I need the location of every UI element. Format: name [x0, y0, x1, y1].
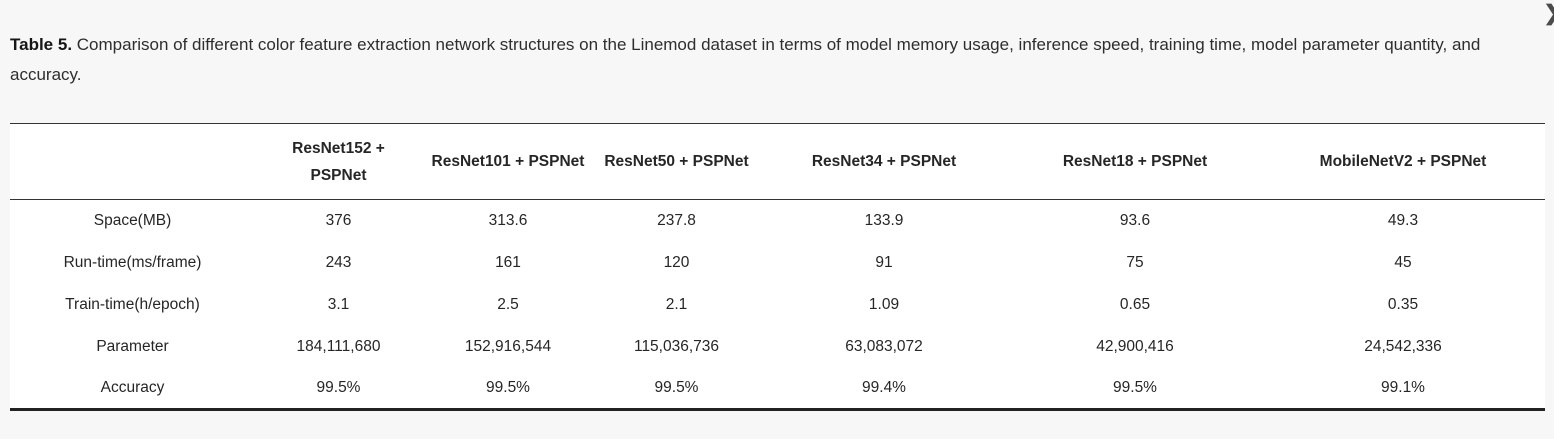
- table-cell: 0.35: [1387, 295, 1419, 313]
- table-cell: 49.3: [1387, 211, 1419, 229]
- table-cell: 313.6: [488, 211, 528, 229]
- table-caption-label: Table 5.: [10, 35, 73, 54]
- row-label: Parameter: [96, 337, 169, 355]
- table-cell: 99.5%: [486, 378, 530, 396]
- column-header-mobilenetv2: MobileNetV2 + PSPNet: [1261, 123, 1545, 200]
- table-cell: 93.6: [1119, 211, 1151, 229]
- table-cell: 91: [875, 253, 893, 271]
- column-header-resnet34: ResNet34 + PSPNet: [759, 123, 1009, 200]
- table-cell: 63,083,072: [845, 337, 923, 355]
- table-cell: 99.4%: [862, 378, 906, 396]
- table-cell: 120: [663, 253, 690, 271]
- table-cell: 99.5%: [654, 378, 699, 396]
- row-label: Space(MB): [93, 211, 172, 229]
- table-cell: 152,916,544: [464, 337, 552, 355]
- table-row-runtime: Run-time(ms/frame) 243 161 120 91 75 45: [10, 242, 1545, 284]
- table-row-traintime: Train-time(h/epoch) 3.1 2.5 2.1 1.09 0.6…: [10, 284, 1545, 326]
- row-label: Train-time(h/epoch): [65, 295, 200, 313]
- column-header-resnet18: ResNet18 + PSPNet: [1009, 123, 1261, 200]
- column-header-blank: [10, 123, 255, 200]
- row-label: Run-time(ms/frame): [63, 253, 202, 271]
- table-cell: 237.8: [657, 211, 696, 229]
- row-label: Accuracy: [100, 378, 165, 396]
- table-cell: 1.09: [868, 295, 900, 313]
- table-header-row: ResNet152 + PSPNet ResNet101 + PSPNet Re…: [10, 123, 1545, 200]
- table-cell: 99.5%: [316, 378, 361, 396]
- table-cell: 42,900,416: [1096, 337, 1174, 355]
- table-cell: 243: [325, 253, 352, 271]
- table-cell: 115,036,736: [633, 337, 720, 355]
- column-header-resnet101: ResNet101 + PSPNet: [422, 123, 594, 200]
- table-cell: 184,111,680: [296, 337, 381, 355]
- table-cell: 99.1%: [1381, 378, 1425, 396]
- table-cell: 376: [325, 211, 352, 229]
- comparison-table: ResNet152 + PSPNet ResNet101 + PSPNet Re…: [10, 123, 1545, 411]
- table-row-parameter: Parameter 184,111,680 152,916,544 115,03…: [10, 326, 1545, 368]
- table-cell: 24,542,336: [1364, 337, 1442, 355]
- column-header-resnet50: ResNet50 + PSPNet: [594, 123, 759, 200]
- column-header-resnet152: ResNet152 + PSPNet: [255, 123, 422, 200]
- table-cell: 133.9: [864, 211, 904, 229]
- table-row-space: Space(MB) 376 313.6 237.8 133.9 93.6 49.…: [10, 200, 1545, 242]
- table-cell: 3.1: [327, 295, 350, 313]
- table-cell: 99.5%: [1113, 378, 1157, 396]
- table-caption: Table 5. Comparison of different color f…: [10, 30, 1510, 90]
- table-caption-text: Comparison of different color feature ex…: [10, 35, 1481, 84]
- table-cell: 2.1: [665, 295, 688, 313]
- table-cell: 75: [1126, 253, 1144, 271]
- table-cell: 161: [495, 253, 521, 271]
- chevron-right-icon[interactable]: ❯: [1543, 2, 1554, 26]
- table-cell: 45: [1394, 253, 1412, 271]
- table-cell: 0.65: [1119, 295, 1151, 313]
- table-cell: 2.5: [497, 295, 519, 313]
- table-row-accuracy: Accuracy 99.5% 99.5% 99.5% 99.4% 99.5% 9…: [10, 368, 1545, 410]
